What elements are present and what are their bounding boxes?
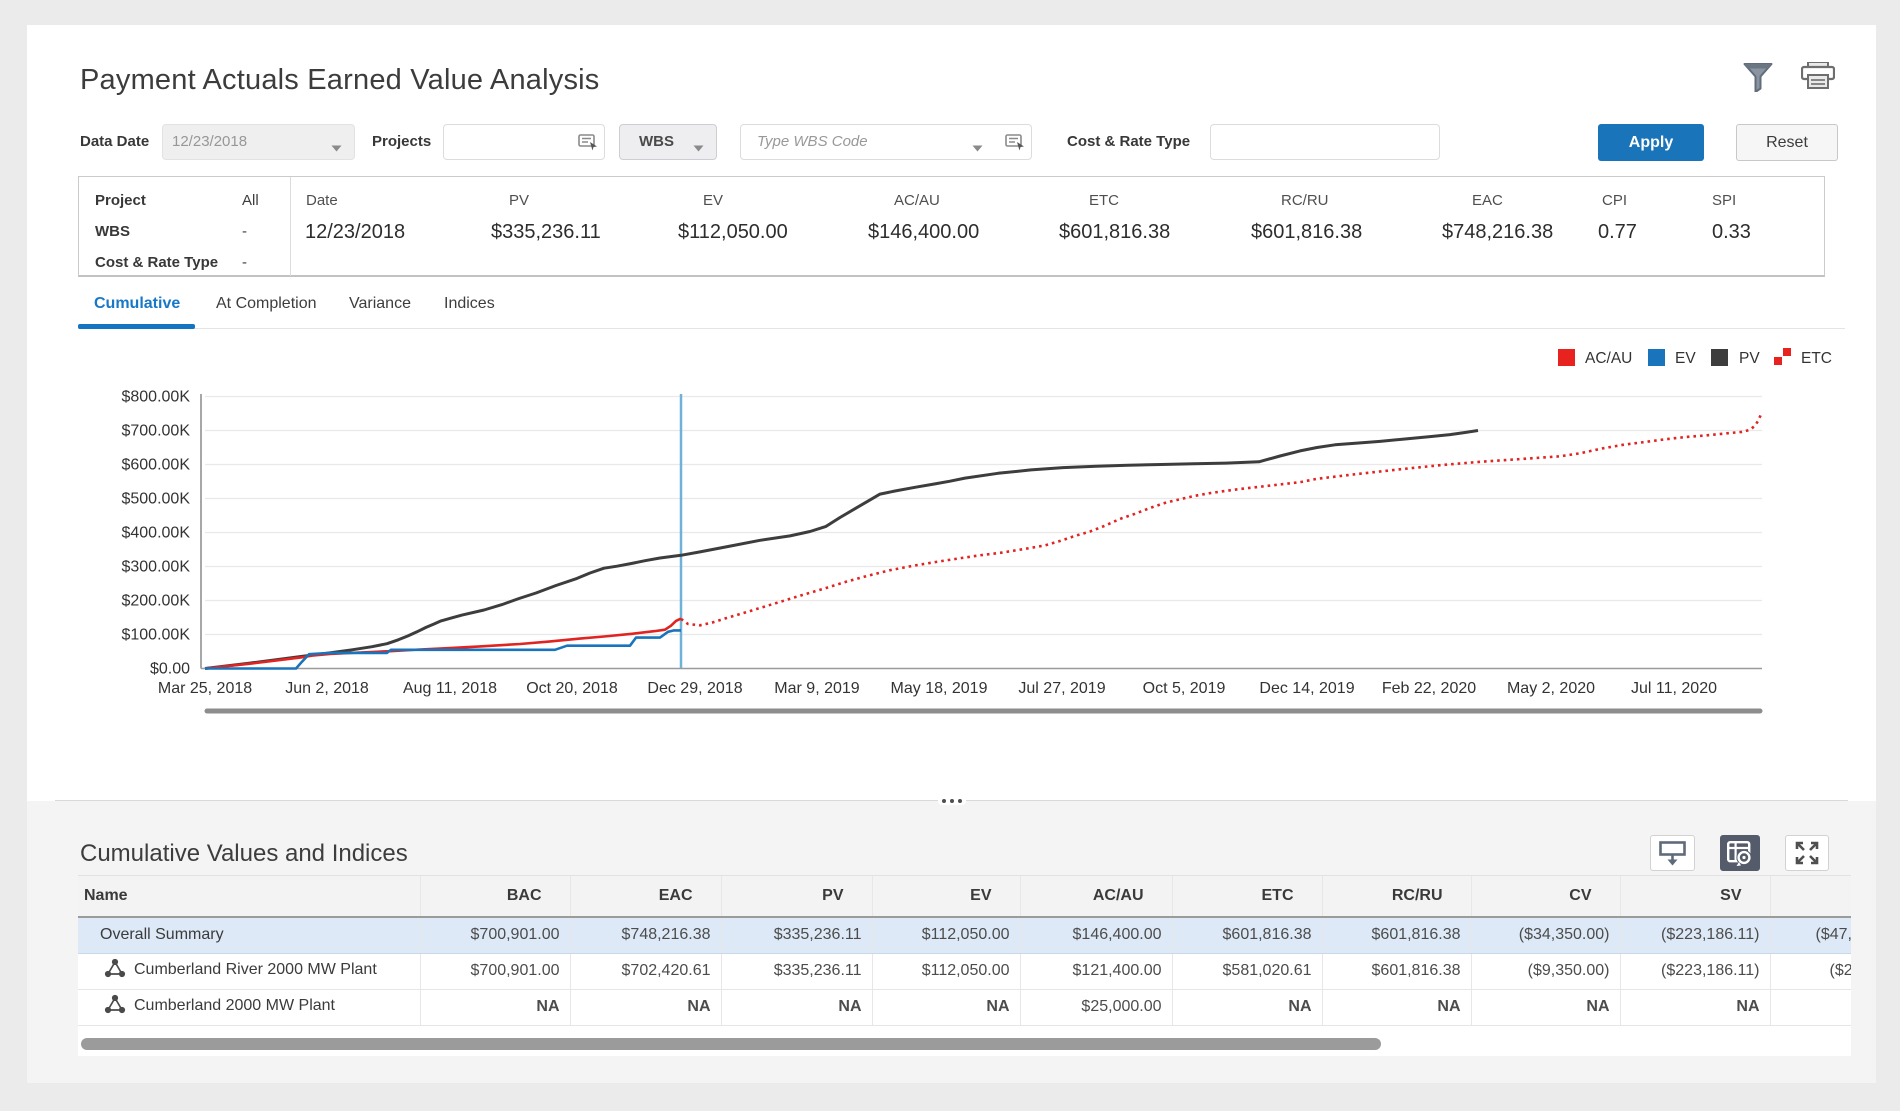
svg-text:EV: EV xyxy=(1675,350,1696,367)
svg-text:$400.00K: $400.00K xyxy=(121,525,190,542)
svg-text:Jul 27, 2019: Jul 27, 2019 xyxy=(1018,680,1105,697)
svg-text:$700.00K: $700.00K xyxy=(121,423,190,440)
svg-text:Mar 9, 2019: Mar 9, 2019 xyxy=(774,680,859,697)
svg-text:$200.00K: $200.00K xyxy=(121,593,190,610)
svg-text:Aug 11, 2018: Aug 11, 2018 xyxy=(403,680,497,697)
svg-text:Jul 11, 2020: Jul 11, 2020 xyxy=(1631,680,1717,697)
svg-text:$800.00K: $800.00K xyxy=(121,389,190,406)
svg-text:$500.00K: $500.00K xyxy=(121,491,190,508)
svg-text:$300.00K: $300.00K xyxy=(121,559,190,576)
svg-text:Oct 5, 2019: Oct 5, 2019 xyxy=(1143,680,1226,697)
svg-text:ETC: ETC xyxy=(1801,350,1832,367)
svg-text:PV: PV xyxy=(1739,350,1760,367)
svg-text:AC/AU: AC/AU xyxy=(1585,350,1632,367)
svg-text:Feb 22, 2020: Feb 22, 2020 xyxy=(1382,680,1476,697)
svg-text:Jun 2, 2018: Jun 2, 2018 xyxy=(285,680,369,697)
svg-text:May 18, 2019: May 18, 2019 xyxy=(891,680,988,697)
svg-text:Oct 20, 2018: Oct 20, 2018 xyxy=(526,680,618,697)
svg-text:$600.00K: $600.00K xyxy=(121,457,190,474)
svg-text:Dec 29, 2018: Dec 29, 2018 xyxy=(647,680,742,697)
svg-text:May 2, 2020: May 2, 2020 xyxy=(1507,680,1595,697)
svg-text:$100.00K: $100.00K xyxy=(121,627,190,644)
svg-text:Dec 14, 2019: Dec 14, 2019 xyxy=(1259,680,1354,697)
svg-text:$0.00: $0.00 xyxy=(150,661,190,678)
svg-text:Mar 25, 2018: Mar 25, 2018 xyxy=(158,680,252,697)
